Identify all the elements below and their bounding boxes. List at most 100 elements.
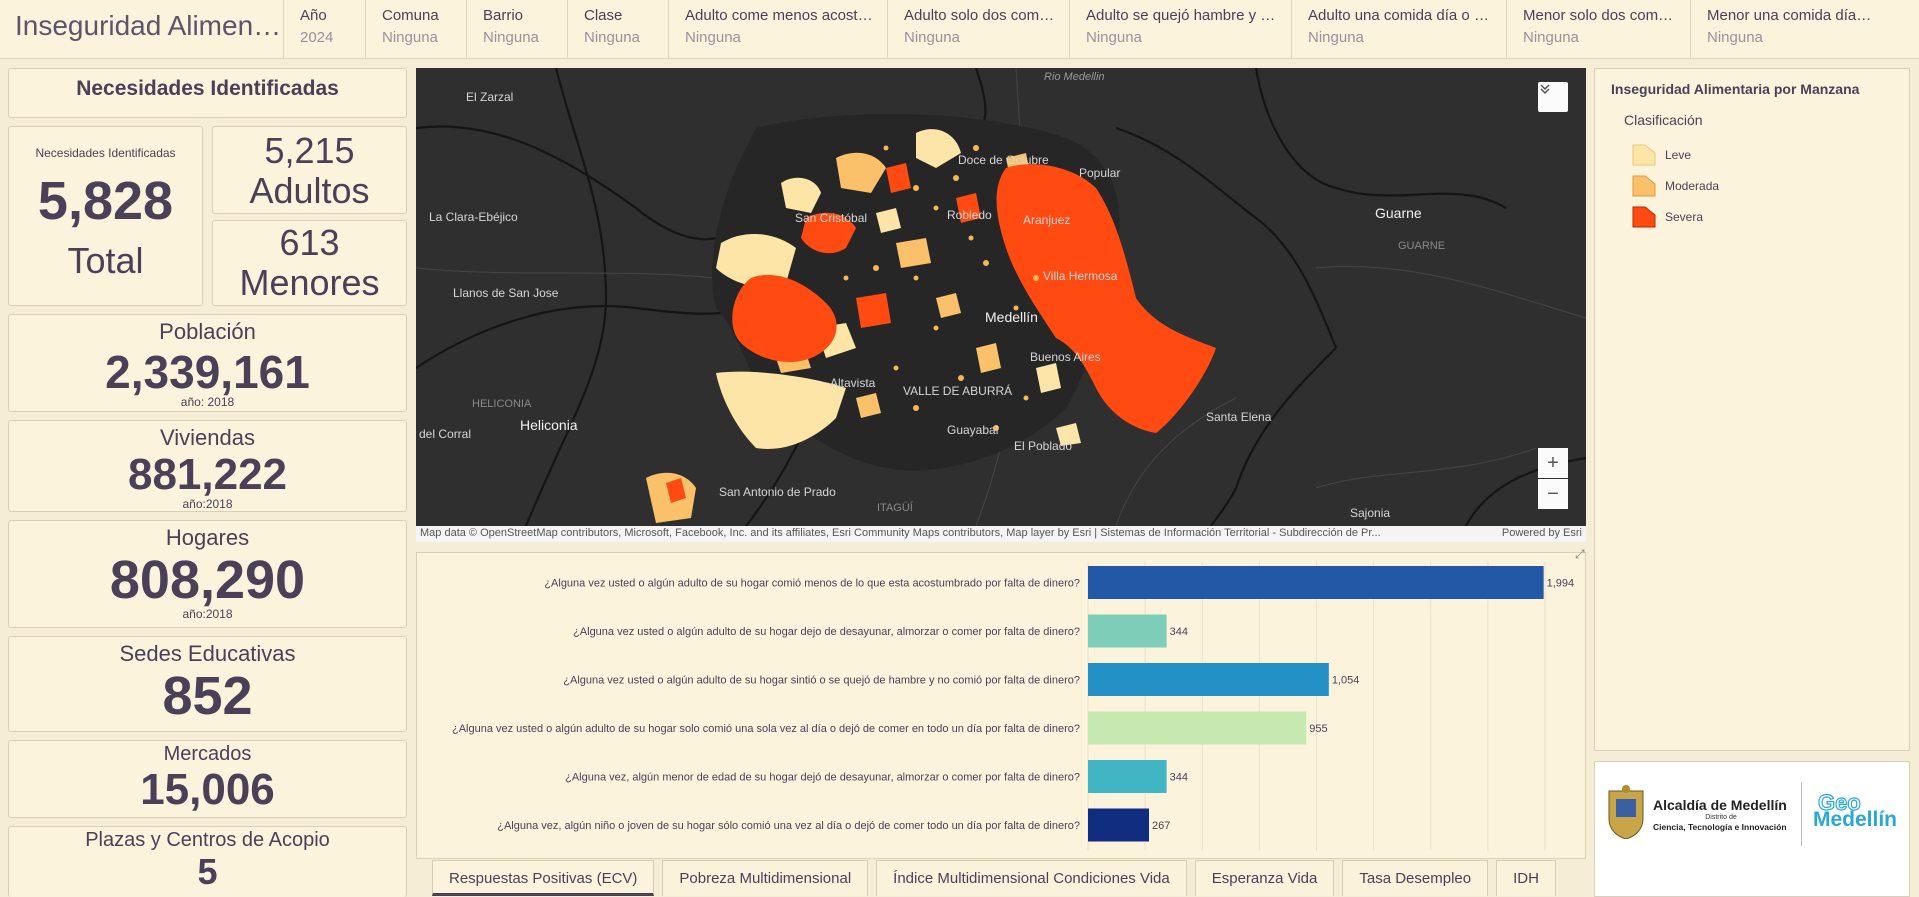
filter-value: Ninguna [1308, 29, 1364, 46]
tab-pobreza-multidimensional[interactable]: Pobreza Multidimensional [662, 860, 869, 896]
chart-bar[interactable] [1088, 760, 1167, 793]
filter-label: Menor solo dos com… [1523, 7, 1674, 24]
population-note: año: 2018 [180, 395, 235, 409]
chart-value-label: 267 [1152, 820, 1170, 832]
zoom-out-button[interactable]: − [1538, 479, 1568, 509]
filter-value: Ninguna [1086, 29, 1142, 46]
legend-title: Inseguridad Alimentaria por Manzana [1611, 81, 1860, 97]
logo-ciencia: Ciencia, Tecnología e Innovación [1653, 822, 1787, 832]
app-title: Inseguridad Alimentaria Medellín [0, 0, 284, 58]
filter-label: Barrio [483, 7, 524, 24]
map-label-altavista: Altavista [830, 376, 876, 390]
households-note: año:2018 [182, 607, 233, 621]
chart-category-label: ¿Alguna vez, algún niño o joven de su ho… [497, 820, 1080, 832]
filter-value: 2024 [300, 29, 334, 46]
households-card: Hogares 808,290 año:2018 [8, 520, 407, 628]
logo-alcaldia: Alcaldía de Medellín [1653, 797, 1787, 813]
chart-category-label: ¿Alguna vez usted o algún adulto de su h… [452, 723, 1080, 735]
adults-value: 5,215 [264, 130, 355, 171]
map-label-guayabal: Guayabal [947, 423, 999, 437]
map-canvas [416, 68, 1586, 526]
plazas-title: Plazas y Centros de Acopio [85, 829, 330, 851]
filter-year[interactable]: Año 2024 [284, 0, 366, 58]
housing-value: 881,222 [127, 450, 288, 499]
logo-distrito: Distrito de [1705, 814, 1737, 821]
tab-bar: Respuestas Positivas (ECV) Pobreza Multi… [432, 860, 1556, 897]
chart-bar[interactable] [1088, 614, 1167, 648]
zoom-in-button[interactable]: + [1538, 448, 1568, 478]
filter-barrio[interactable]: Barrio Ninguna [467, 0, 568, 58]
filter-adulto-come-menos[interactable]: Adulto come menos acost… Ninguna [669, 0, 888, 58]
expand-icon[interactable]: ⤢ [1575, 547, 1585, 561]
section-title: Necesidades Identificadas [76, 77, 339, 100]
map-label-rio: Rio Medellin [1044, 71, 1105, 83]
population-card: Población 2,339,161 año: 2018 [8, 314, 407, 412]
minors-caption: Menores [239, 261, 380, 303]
map-label-llanos: Llanos de San Jose [453, 286, 559, 300]
header-bar: Inseguridad Alimentaria Medellín Año 202… [0, 0, 1919, 59]
chart-bar[interactable] [1088, 566, 1544, 599]
total-caption: Total [67, 240, 144, 281]
households-title: Hogares [165, 525, 250, 550]
filter-menor-solo-dos[interactable]: Menor solo dos com… Ninguna [1507, 0, 1691, 58]
chart-bar[interactable] [1088, 663, 1329, 696]
map-collapse-button[interactable] [1538, 82, 1568, 112]
filter-adulto-solo-dos[interactable]: Adulto solo dos com… Ninguna [888, 0, 1070, 58]
tab-esperanza-vida[interactable]: Esperanza Vida [1194, 860, 1335, 896]
filter-clase[interactable]: Clase Ninguna [568, 0, 669, 58]
legend-swatch-severa [1632, 206, 1656, 228]
chart-bar[interactable] [1088, 711, 1307, 745]
filter-adulto-una-comida[interactable]: Adulto una comida día o … Ninguna [1292, 0, 1507, 58]
bar-chart-panel: ¿Alguna vez usted o algún adulto de su h… [416, 547, 1586, 859]
map-label-guarne: Guarne [1375, 205, 1422, 221]
map-label-popular: Popular [1079, 166, 1121, 180]
map-label-guarne-caps: GUARNE [1398, 240, 1446, 252]
map-label-corral: del Corral [419, 427, 472, 441]
markets-card: Mercados 15,006 [8, 740, 407, 818]
filter-value: Ninguna [685, 29, 741, 46]
chart-category-label: ¿Alguna vez usted o algún adulto de su h… [573, 626, 1080, 638]
chart-category-label: ¿Alguna vez usted o algún adulto de su h… [563, 675, 1080, 687]
filter-label: Adulto se quejó hambre y … [1086, 7, 1276, 24]
legend-label: Severa [1665, 210, 1704, 224]
total-card: Necesidades Identificadas 5,828 Total [8, 126, 203, 306]
map-label-itagui: ITAGÜÍ [877, 502, 913, 514]
filter-menor-una-comida[interactable]: Menor una comida día o … Ninguna [1691, 0, 1883, 58]
map-label-zarzal: El Zarzal [466, 90, 514, 104]
chart-bar[interactable] [1088, 808, 1150, 842]
map-label-valle: VALLE DE ABURRÁ [903, 384, 1013, 398]
filter-comuna[interactable]: Comuna Ninguna [366, 0, 467, 58]
legend-label: Moderada [1665, 179, 1720, 193]
markets-value: 15,006 [140, 765, 275, 814]
markets-title: Mercados [163, 743, 252, 765]
map-label-doce-octubre: Doce de Octubre [958, 153, 1049, 167]
chart-value-label: 344 [1170, 772, 1188, 784]
map-label-san-cristobal: San Cristóbal [795, 211, 868, 225]
schools-title: Sedes Educativas [119, 641, 296, 666]
boundary-lines [416, 68, 1586, 526]
housing-note: año:2018 [182, 497, 233, 511]
powered-by-link[interactable]: Powered by Esri [1501, 527, 1582, 539]
tab-idh[interactable]: IDH [1496, 860, 1556, 896]
filter-label: Clase [584, 7, 623, 24]
total-value: 5,828 [37, 171, 174, 231]
tab-indice-condiciones-vida[interactable]: Índice Multidimensional Condiciones Vida [876, 860, 1187, 896]
chart-category-label: ¿Alguna vez, algún menor de edad de su h… [565, 772, 1080, 784]
tab-respuestas-positivas[interactable]: Respuestas Positivas (ECV) [432, 860, 655, 896]
map-label-medellin: Medellín [985, 309, 1038, 325]
chart-value-label: 955 [1309, 723, 1327, 735]
map-label-clara: La Clara-Ebéjico [429, 210, 518, 224]
map-label-villa-hermosa: Villa Hermosa [1043, 269, 1118, 283]
map-view[interactable]: Rio Medellin El Zarzal La Clara-Ebéjico … [416, 68, 1586, 526]
filter-value: Ninguna [584, 29, 640, 46]
chart-category-label: ¿Alguna vez usted o algún adulto de su h… [544, 578, 1080, 590]
map-label-buenos-aires: Buenos Aires [1030, 350, 1101, 364]
logo-panel: Alcaldía de Medellín Distrito de Ciencia… [1594, 761, 1910, 897]
minors-value: 613 [279, 222, 340, 263]
map-label-sajonia: Sajonia [1350, 506, 1391, 520]
filter-label: Comuna [382, 7, 439, 24]
filter-value: Ninguna [1523, 29, 1579, 46]
filter-label: Año [300, 7, 327, 24]
filter-adulto-hambre[interactable]: Adulto se quejó hambre y … Ninguna [1070, 0, 1292, 58]
tab-tasa-desempleo[interactable]: Tasa Desempleo [1342, 860, 1489, 896]
